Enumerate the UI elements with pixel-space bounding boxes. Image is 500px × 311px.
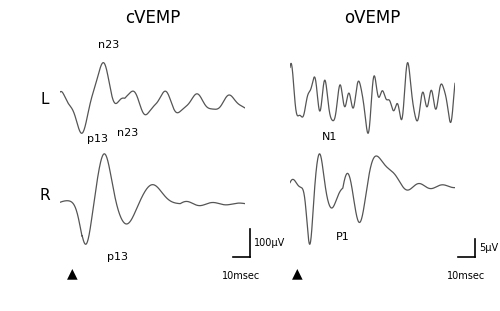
Text: 10msec: 10msec	[447, 271, 486, 281]
Text: 5μV: 5μV	[479, 243, 498, 253]
Text: ▲: ▲	[292, 267, 303, 281]
Text: p13: p13	[87, 134, 108, 144]
Text: n23: n23	[117, 128, 138, 138]
Text: 10msec: 10msec	[222, 271, 260, 281]
Text: P1: P1	[336, 232, 350, 242]
Text: ▲: ▲	[67, 267, 78, 281]
Text: oVEMP: oVEMP	[344, 9, 401, 27]
Text: N1: N1	[322, 132, 338, 142]
Text: L: L	[41, 92, 49, 107]
Text: p13: p13	[108, 252, 128, 262]
Text: 100μV: 100μV	[254, 238, 285, 248]
Text: R: R	[40, 188, 50, 203]
Text: cVEMP: cVEMP	[125, 9, 180, 27]
Text: n23: n23	[98, 40, 119, 50]
